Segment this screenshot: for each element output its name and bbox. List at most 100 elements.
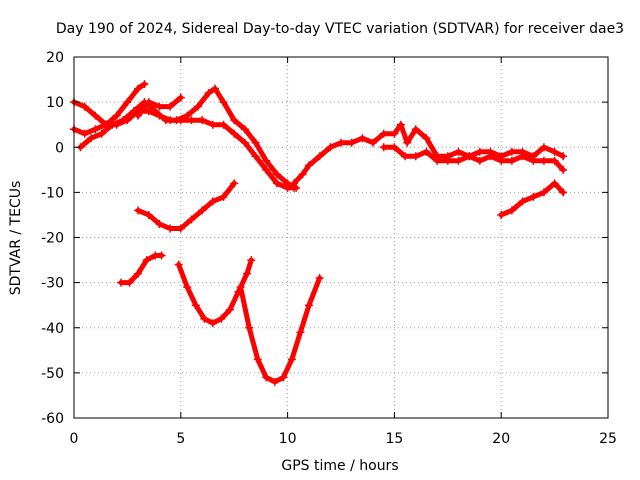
data-point xyxy=(401,152,410,161)
data-point xyxy=(112,111,121,120)
data-point xyxy=(91,125,100,134)
data-point xyxy=(97,129,106,138)
data-point xyxy=(225,305,234,314)
data-point xyxy=(390,143,399,152)
data-point xyxy=(497,210,506,219)
data-point xyxy=(219,98,228,107)
y-tick-label: -50 xyxy=(41,366,64,382)
data-point xyxy=(262,156,271,165)
data-point xyxy=(144,210,153,219)
data-point xyxy=(217,314,226,323)
series-arc-11 xyxy=(236,274,324,386)
data-point xyxy=(390,129,399,138)
data-point xyxy=(262,373,271,382)
data-point xyxy=(529,192,538,201)
data-point xyxy=(243,269,252,278)
data-point xyxy=(208,197,217,206)
data-point xyxy=(454,156,463,165)
x-tick-label: 25 xyxy=(599,431,617,447)
data-point xyxy=(144,98,153,107)
data-point xyxy=(161,116,170,125)
grid-layer xyxy=(74,57,608,418)
data-point xyxy=(251,138,260,147)
data-point xyxy=(208,319,217,328)
x-tick-label: 5 xyxy=(176,431,185,447)
data-point xyxy=(550,156,559,165)
data-point xyxy=(198,206,207,215)
data-point xyxy=(174,260,183,269)
series-line xyxy=(238,275,323,385)
data-point xyxy=(298,170,307,179)
data-point xyxy=(187,215,196,224)
data-point xyxy=(292,183,301,192)
data-point xyxy=(443,156,452,165)
data-point xyxy=(134,206,143,215)
series-arc-6 xyxy=(379,143,568,174)
data-point xyxy=(236,283,245,292)
data-point xyxy=(369,138,378,147)
data-point xyxy=(296,328,305,337)
series-line xyxy=(77,86,299,191)
data-point xyxy=(219,192,228,201)
data-point xyxy=(403,138,412,147)
data-point xyxy=(245,323,254,332)
data-point xyxy=(315,152,324,161)
y-tick-label: 0 xyxy=(55,140,64,156)
data-point xyxy=(204,89,213,98)
data-point xyxy=(475,147,484,156)
data-point xyxy=(262,165,271,174)
data-point xyxy=(497,156,506,165)
series-arc-10 xyxy=(174,256,256,328)
x-tick-label: 20 xyxy=(492,431,510,447)
series-line xyxy=(135,180,237,231)
y-tick-label: -40 xyxy=(41,321,64,337)
data-point xyxy=(304,161,313,170)
data-point xyxy=(253,355,262,364)
data-point xyxy=(379,143,388,152)
data-point xyxy=(116,278,125,287)
data-point xyxy=(411,152,420,161)
data-point xyxy=(210,84,219,93)
data-point xyxy=(240,138,249,147)
data-point xyxy=(507,147,516,156)
data-point xyxy=(176,93,185,102)
data-point xyxy=(134,111,143,120)
data-point xyxy=(157,251,166,260)
x-tick-labels: 0 5 10 15 20 25 xyxy=(70,431,617,447)
data-point xyxy=(80,129,89,138)
y-tick-label: -60 xyxy=(41,411,64,427)
x-tick-label: 10 xyxy=(279,431,297,447)
data-point xyxy=(108,120,117,129)
data-point xyxy=(507,156,516,165)
data-point xyxy=(422,147,431,156)
data-point xyxy=(379,129,388,138)
data-point xyxy=(539,156,548,165)
data-point xyxy=(155,102,164,111)
data-point xyxy=(183,111,192,120)
data-point xyxy=(411,125,420,134)
series-arc-3 xyxy=(76,84,301,192)
x-tick-label: 0 xyxy=(70,431,79,447)
series-arc-8 xyxy=(134,179,239,233)
series-arc-7 xyxy=(497,179,568,219)
data-point xyxy=(125,278,134,287)
y-tick-label: -20 xyxy=(41,231,64,247)
data-point xyxy=(337,138,345,147)
y-tick-label: -10 xyxy=(41,185,64,201)
data-point xyxy=(272,170,281,179)
data-point xyxy=(550,179,559,188)
data-point xyxy=(80,102,89,111)
data-point xyxy=(134,269,143,278)
data-point xyxy=(422,134,431,143)
data-point xyxy=(198,116,207,125)
data-point xyxy=(396,120,405,129)
data-point xyxy=(433,156,442,165)
data-point xyxy=(123,98,132,107)
series-line xyxy=(71,81,147,137)
series-arc-9 xyxy=(116,251,166,287)
data-point xyxy=(230,116,239,125)
data-point xyxy=(454,147,463,156)
data-point xyxy=(208,120,217,129)
data-point xyxy=(475,156,484,165)
